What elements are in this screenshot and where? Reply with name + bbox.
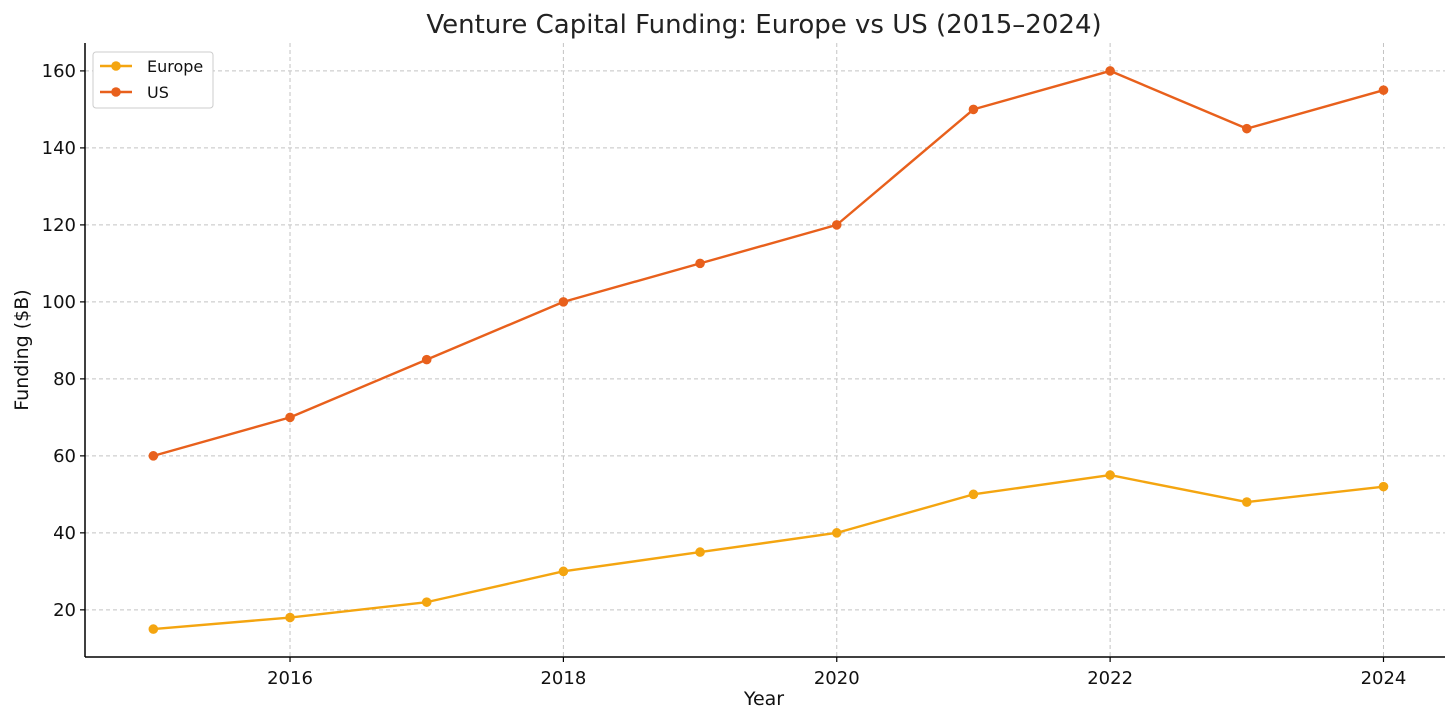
y-tick-label: 60 (53, 446, 76, 467)
data-point-us (558, 297, 569, 307)
legend-label-us: US (147, 83, 169, 102)
legend-marker-europe (111, 61, 121, 71)
x-tick-label: 2020 (814, 668, 860, 689)
data-point-europe (1105, 470, 1115, 480)
x-tick-label: 2024 (1361, 668, 1407, 689)
y-tick-label: 120 (42, 215, 76, 236)
series-line-europe (153, 473, 1384, 631)
data-point-europe (831, 528, 842, 538)
series (148, 66, 1389, 634)
axes (84, 43, 1445, 658)
data-point-europe (558, 566, 569, 577)
series-us (148, 66, 1389, 461)
y-tick-label: 140 (42, 138, 76, 159)
legend: Europe US (92, 51, 214, 109)
y-tick-label: 160 (42, 61, 76, 82)
legend-marker-us (111, 87, 121, 97)
y-axis-label: Funding ($B) (11, 289, 33, 410)
x-tick-label: 2016 (267, 668, 313, 689)
data-point-europe (285, 612, 295, 623)
data-point-us (695, 258, 705, 269)
data-point-us (1378, 85, 1389, 95)
chart-title: Venture Capital Funding: Europe vs US (2… (426, 10, 1101, 40)
y-tick-label: 80 (53, 369, 76, 390)
data-point-us (285, 412, 295, 423)
data-point-us (831, 220, 842, 230)
data-point-europe (1242, 497, 1252, 507)
tick-labels: 2016 2018 2020 2022 2024 20 40 60 80 100 120 140 160 (42, 61, 1407, 689)
data-point-europe (695, 547, 705, 557)
y-tick-label: 20 (53, 600, 76, 621)
data-point-europe (968, 489, 979, 500)
data-point-europe (1378, 481, 1389, 492)
x-tick-label: 2022 (1087, 668, 1133, 689)
series-europe (148, 470, 1389, 634)
data-point-us (1105, 66, 1115, 76)
legend-label-europe: Europe (147, 57, 203, 76)
data-point-us (968, 104, 979, 115)
y-tick-label: 100 (42, 292, 76, 313)
y-tick-label: 40 (53, 523, 76, 544)
data-point-europe (421, 597, 432, 607)
data-point-europe (148, 624, 159, 634)
x-tick-label: 2018 (540, 668, 586, 689)
grid (85, 43, 1445, 657)
data-point-us (1242, 123, 1252, 134)
data-point-us (421, 354, 432, 365)
x-axis-label: Year (743, 688, 784, 710)
series-line-us (153, 69, 1384, 458)
data-point-us (148, 451, 159, 461)
